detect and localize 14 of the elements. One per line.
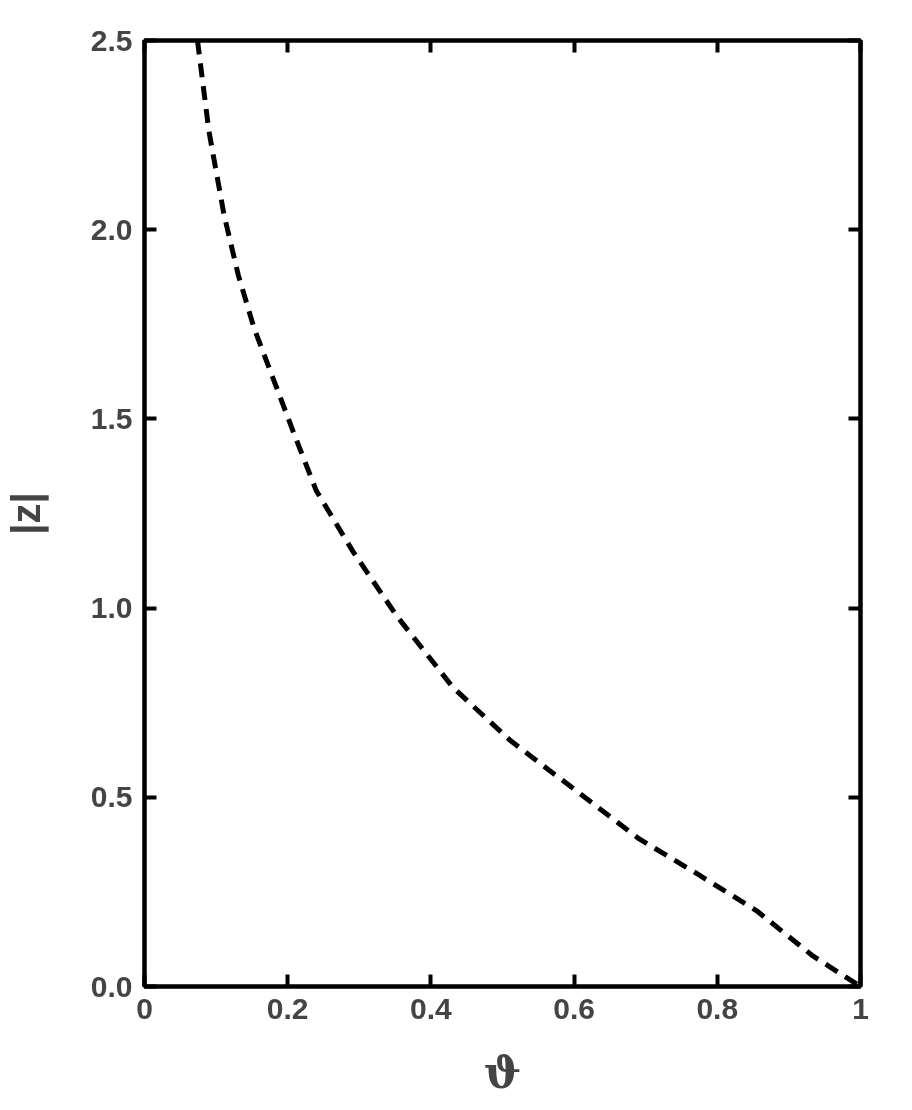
y-axis-title: |z|	[3, 492, 49, 535]
x-tick-label: 0.8	[696, 991, 739, 1025]
x-tick-label: 1	[852, 991, 869, 1025]
y-tick-label: 1.0	[90, 591, 133, 625]
y-tick-label: 2.5	[90, 23, 133, 57]
y-tick-label: 0.5	[90, 780, 133, 814]
x-tick-label: 0.6	[553, 991, 595, 1025]
y-tick-label: 2.0	[90, 212, 133, 246]
x-tick-label: 0.4	[410, 991, 453, 1025]
x-tick-label: 0	[136, 991, 153, 1025]
y-tick-label: 0.0	[90, 969, 133, 1003]
y-tick-label: 1.5	[90, 401, 133, 435]
x-tick-label: 0.2	[266, 991, 309, 1025]
x-axis-title: ϑ	[483, 1046, 522, 1098]
